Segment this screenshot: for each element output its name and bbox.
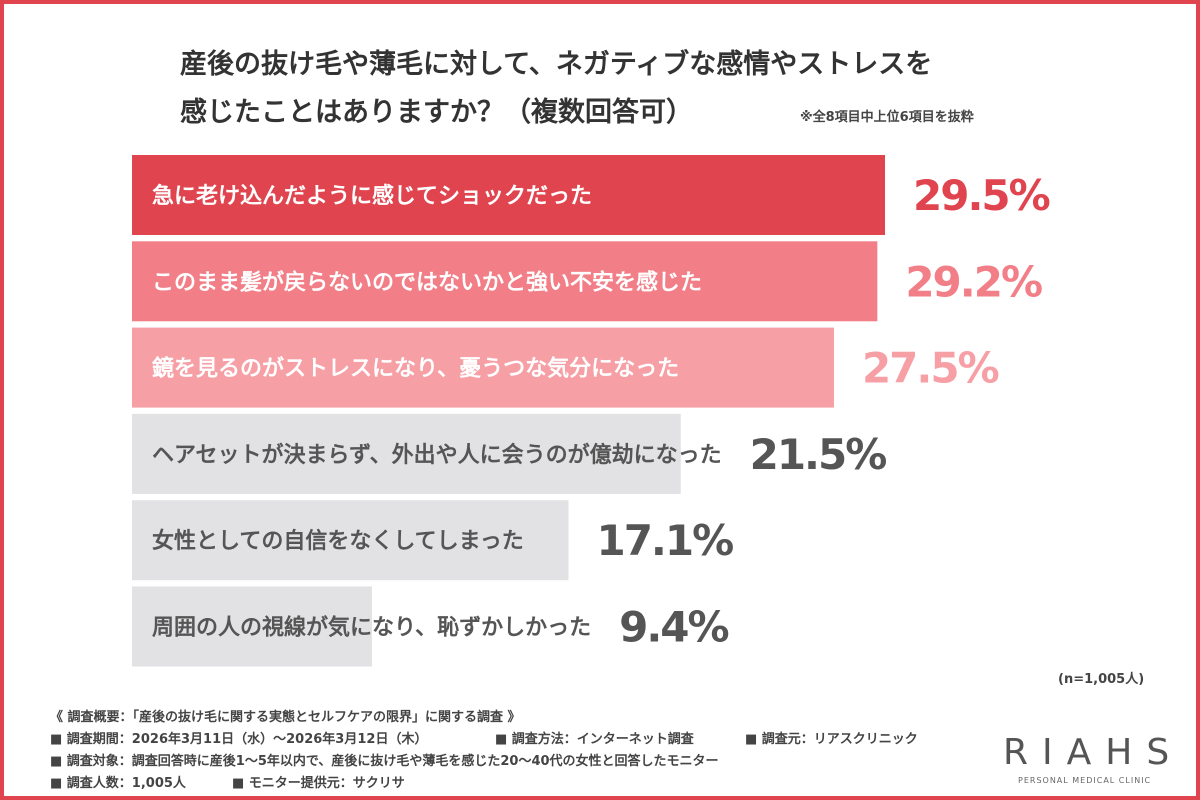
footer-item: ■ 調査人数：1,005人 <box>50 776 186 791</box>
footer-heading: 《 調査概要：「産後の抜け毛に関する実態とセルフケアの限界」に関する調査 》 <box>50 710 521 725</box>
footer-item: ■ 調査方法：インターネット調査 <box>495 732 694 747</box>
value-label: 27.5% <box>862 344 999 393</box>
value-label: 9.4% <box>619 603 728 652</box>
bar <box>132 586 372 667</box>
category-label: ヘアセットが決まらず、外出や人に会うのが億劫になった <box>152 442 722 468</box>
title-line: 感じたことはありますか？（複数回答可） <box>180 97 693 128</box>
footer-item: ■ 調査元：リアスクリニック <box>745 732 918 747</box>
category-label: 急に老け込んだように感じてショックだった <box>152 183 592 209</box>
category-label: 周囲の人の視線が気になり、恥ずかしかった <box>152 615 591 641</box>
footer-item: ■ 調査対象：調査回答時に産後1～5年以内で、産後に抜け毛や薄毛を感じた20～4… <box>50 754 719 769</box>
value-label: 29.5% <box>913 171 1050 220</box>
sample-size: (n=1,005人) <box>1058 672 1145 687</box>
note: ※全8項目中上位6項目を抜粋 <box>800 110 974 125</box>
bar <box>132 500 569 581</box>
bar <box>132 241 878 322</box>
value-label: 21.5% <box>750 430 887 479</box>
category-label: 鏡を見るのがストレスになり、憂うつな気分になった <box>152 356 679 382</box>
footer-item: ■ 調査期間：2026年3月11日（水）～2026年3月12日（木） <box>50 732 428 747</box>
bar <box>132 155 885 235</box>
logo: RIAHS <box>1003 732 1184 773</box>
category-label: 女性としての自信をなくしてしまった <box>152 528 524 554</box>
chart: 急に老け込んだように感じてショックだった 29.5% このまま髪が戻らないのではない… <box>132 155 1052 667</box>
bar <box>132 413 681 494</box>
logo-tagline: PERSONAL MEDICAL CLINIC <box>1018 776 1152 785</box>
value-label: 17.1% <box>596 516 733 565</box>
footer-item: ■ モニター提供元：サクリサ <box>232 776 405 791</box>
value-label: 29.2% <box>905 257 1042 306</box>
title-line: 産後の抜け毛や薄毛に対して、ネガティブな感情やストレスを <box>180 49 933 80</box>
bar <box>132 327 834 408</box>
category-label: このまま髪が戻らないのではないかと強い不安を感じた <box>152 269 702 295</box>
